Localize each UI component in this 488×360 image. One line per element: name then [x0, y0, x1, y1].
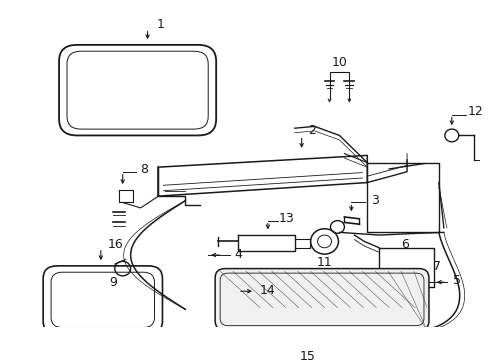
Text: 5: 5 [452, 274, 460, 287]
Text: 15: 15 [299, 350, 315, 360]
Text: 16: 16 [108, 238, 123, 251]
Text: 12: 12 [467, 105, 483, 118]
Text: 3: 3 [370, 194, 378, 207]
Text: 9: 9 [109, 276, 117, 289]
Text: 8: 8 [140, 163, 148, 176]
Text: 6: 6 [400, 238, 408, 251]
Text: 1: 1 [156, 18, 164, 31]
Text: 10: 10 [331, 57, 346, 69]
FancyBboxPatch shape [215, 269, 428, 330]
Text: 7: 7 [432, 260, 440, 273]
Text: 13: 13 [278, 212, 294, 225]
Text: 14: 14 [260, 284, 275, 297]
Text: 4: 4 [234, 248, 242, 261]
Text: 11: 11 [316, 256, 332, 269]
Text: 2: 2 [307, 125, 315, 138]
